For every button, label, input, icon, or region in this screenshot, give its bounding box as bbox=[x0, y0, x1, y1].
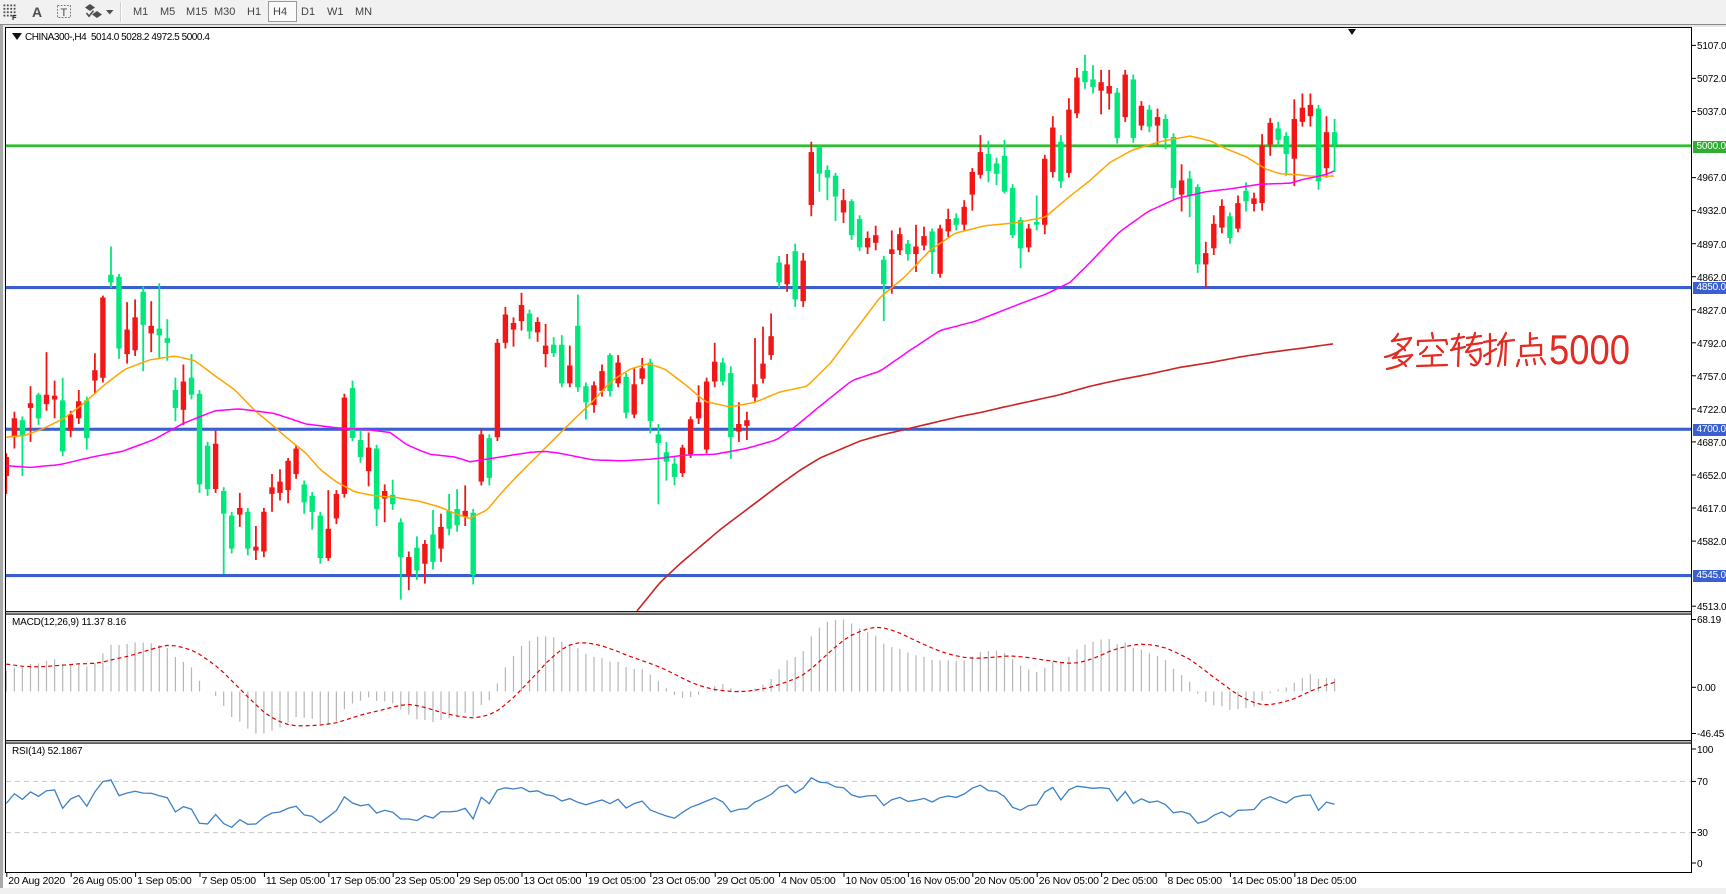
svg-text:A: A bbox=[32, 4, 42, 20]
svg-text:F: F bbox=[12, 13, 17, 22]
svg-text:T: T bbox=[61, 7, 68, 19]
svg-text:5000: 5000 bbox=[1549, 326, 1630, 373]
